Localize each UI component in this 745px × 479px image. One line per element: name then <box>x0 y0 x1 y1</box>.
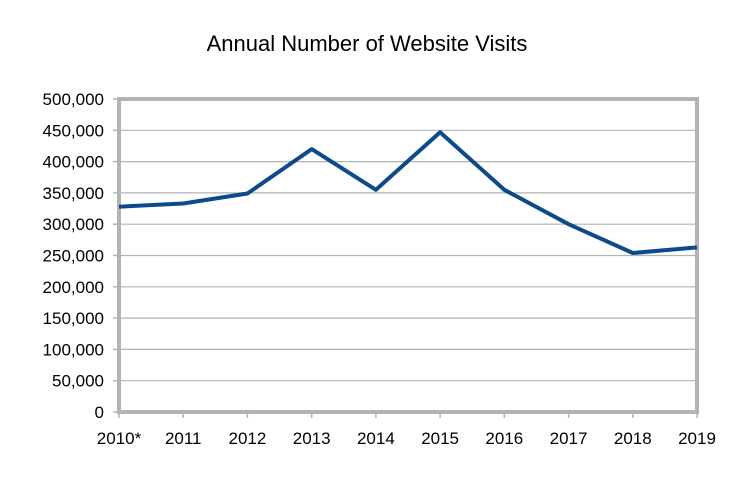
chart-title: Annual Number of Website Visits <box>207 31 528 56</box>
y-tick-label: 400,000 <box>43 153 104 172</box>
y-tick-label: 300,000 <box>43 215 104 234</box>
x-tick-label: 2018 <box>614 429 652 448</box>
y-tick-label: 50,000 <box>52 372 104 391</box>
x-tick-label: 2014 <box>357 429 395 448</box>
x-tick-label: 2010* <box>97 429 142 448</box>
x-tick-label: 2017 <box>550 429 588 448</box>
y-axis-labels: 0 50,000 100,000 150,000 200,000 250,000 300,0… <box>43 90 104 422</box>
series-layer <box>118 130 698 255</box>
y-tick-label: 500,000 <box>43 90 104 109</box>
y-tick-label: 0 <box>95 403 104 422</box>
x-axis-labels: 2010* 2011 2012 2013 2014 2015 2016 2017 2018 201… <box>97 429 716 448</box>
x-tick-label: 2013 <box>293 429 331 448</box>
y-tick-label: 350,000 <box>43 184 104 203</box>
x-tick-label: 2011 <box>165 429 202 448</box>
x-tick-label: 2012 <box>229 429 267 448</box>
x-tick-label: 2016 <box>485 429 523 448</box>
y-tick-label: 150,000 <box>43 309 104 328</box>
x-tick-label: 2019 <box>678 429 716 448</box>
axis-ticks <box>113 98 698 418</box>
y-tick-label: 100,000 <box>43 340 104 359</box>
x-tick-label: 2015 <box>421 429 459 448</box>
y-tick-label: 250,000 <box>43 247 104 266</box>
series-line <box>118 130 698 255</box>
y-tick-label: 200,000 <box>43 278 104 297</box>
y-tick-label: 450,000 <box>43 121 104 140</box>
gridlines <box>119 129 697 382</box>
